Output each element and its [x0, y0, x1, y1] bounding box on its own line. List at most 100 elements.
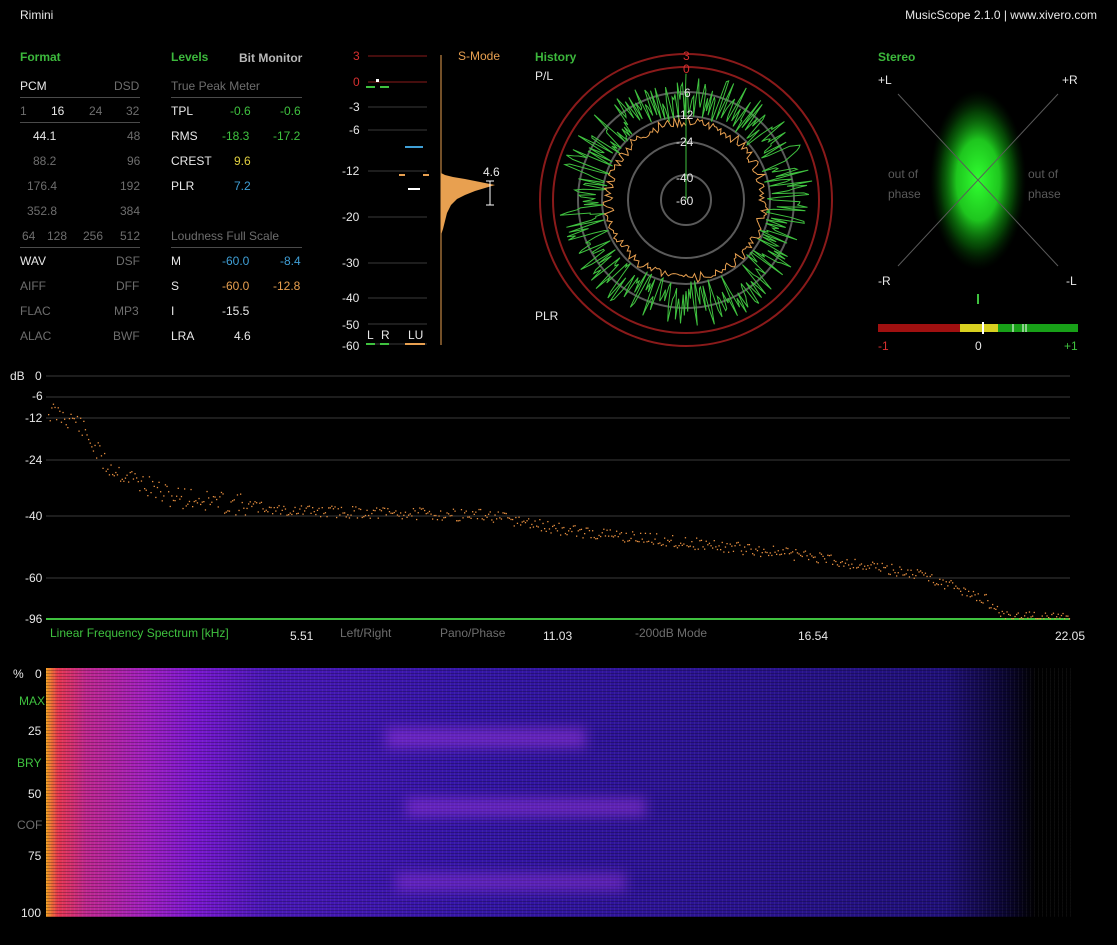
rms-left: -18.3	[222, 129, 250, 143]
spectrogram-y-75: 75	[28, 849, 42, 863]
meter-scale-minus30: -30	[342, 256, 360, 270]
history-title: History	[535, 50, 577, 64]
short-term-max: -12.8	[273, 279, 301, 293]
file-dsf: DSF	[116, 254, 140, 268]
lra-value: 4.6	[234, 329, 251, 343]
spectrum-x-16-54: 16.54	[798, 629, 829, 643]
tpl-label: TPL	[171, 104, 194, 118]
stereo-plus-r: +R	[1062, 73, 1078, 87]
momentary-value: -60.0	[222, 254, 250, 268]
spectrum-y-minus24: -24	[25, 453, 43, 467]
crest-value: 9.6	[234, 154, 251, 168]
dsd-128: 128	[47, 229, 68, 243]
lra-marker-value: 4.6	[483, 165, 500, 179]
meter-scale-0: 0	[353, 75, 360, 89]
history-ring-minus24: -24	[676, 135, 694, 149]
integrated-label: I	[171, 304, 175, 318]
left-right-toggle[interactable]: Left/Right	[340, 626, 392, 640]
spectrum-title: Linear Frequency Spectrum [kHz]	[50, 626, 229, 640]
meter-channel-l: L	[367, 328, 374, 342]
spectrum-x-5-51: 5.51	[290, 629, 314, 643]
spectrum-y-minus40: -40	[25, 509, 43, 523]
plr-label: PLR	[171, 179, 195, 193]
tpl-left: -0.6	[230, 104, 251, 118]
rate-44-1: 44.1	[33, 129, 57, 143]
correlation-meter	[878, 322, 1078, 334]
history-ring-0: 0	[683, 62, 690, 76]
spectrogram-y-0: 0	[35, 667, 42, 681]
history-radar	[539, 53, 833, 347]
file-mp3: MP3	[114, 304, 139, 318]
spectrogram	[46, 668, 1072, 917]
bit-depth-24: 24	[89, 104, 103, 118]
bit-depth-32: 32	[126, 104, 140, 118]
format-pcm[interactable]: PCM	[20, 79, 47, 93]
file-wav: WAV	[20, 254, 46, 268]
plr-value: 7.2	[234, 179, 251, 193]
file-aiff: AIFF	[20, 279, 46, 293]
stereo-title: Stereo	[878, 50, 916, 64]
bit-depth-1: 1	[20, 104, 27, 118]
meter-scale-minus6: -6	[349, 123, 360, 137]
meter-scale-minus20: -20	[342, 210, 360, 224]
rate-88-2: 88.2	[33, 154, 57, 168]
rate-48: 48	[127, 129, 141, 143]
file-alac: ALAC	[20, 329, 52, 343]
crest-label: CREST	[171, 154, 212, 168]
meter-scale-3: 3	[353, 49, 360, 63]
s-mode-toggle[interactable]: S-Mode	[458, 49, 501, 63]
file-dff: DFF	[116, 279, 140, 293]
levels-title: Levels	[171, 50, 209, 64]
correlation-zero: 0	[975, 339, 982, 353]
spectrogram-y-50: 50	[28, 787, 42, 801]
bit-monitor-tab[interactable]: Bit Monitor	[239, 51, 303, 65]
meter-scale-minus50: -50	[342, 318, 360, 332]
spectrum-y-minus12: -12	[25, 411, 43, 425]
meter-scale-minus12: -12	[342, 164, 360, 178]
spectrum-x-22-05: 22.05	[1055, 629, 1086, 643]
correlation-plus1: +1	[1064, 339, 1078, 353]
short-term-label: S	[171, 279, 180, 293]
spectrogram-max-mode[interactable]: MAX	[19, 694, 46, 708]
meter-scale-minus3: -3	[349, 100, 360, 114]
meter-scale-minus40: -40	[342, 291, 360, 305]
integrated-value: -15.5	[222, 304, 250, 318]
short-term-value: -60.0	[222, 279, 250, 293]
file-flac: FLAC	[20, 304, 51, 318]
level-meter	[366, 55, 495, 345]
stereo-plus-l: +L	[878, 73, 892, 87]
spectrum-y-minus6: -6	[32, 389, 43, 403]
format-title: Format	[20, 50, 61, 64]
format-dsd[interactable]: DSD	[114, 79, 140, 93]
spectrum-y-minus60: -60	[25, 571, 43, 585]
file-bwf: BWF	[113, 329, 140, 343]
spectrogram-cof-mode[interactable]: COF	[17, 818, 43, 832]
tpl-right: -0.6	[280, 104, 301, 118]
rate-192: 192	[120, 179, 141, 193]
minus200db-mode-toggle[interactable]: -200dB Mode	[635, 626, 708, 640]
dsd-256: 256	[83, 229, 104, 243]
rate-176-4: 176.4	[27, 179, 58, 193]
meter-scale-minus60: -60	[342, 339, 360, 353]
pano-phase-toggle[interactable]: Pano/Phase	[440, 626, 506, 640]
rms-right: -17.2	[273, 129, 301, 143]
history-pl-label: P/L	[535, 69, 554, 83]
rate-384: 384	[120, 204, 141, 218]
momentary-label: M	[171, 254, 181, 268]
out-of-phase-right: out of phase	[1028, 167, 1061, 201]
meter-channel-r: R	[381, 328, 390, 342]
dsd-64: 64	[22, 229, 36, 243]
history-ring-minus12: -12	[676, 108, 694, 122]
spectrogram-y-25: 25	[28, 724, 42, 738]
spectrum-y-0: 0	[35, 369, 42, 383]
spectrogram-unit: %	[13, 667, 24, 681]
dsd-512: 512	[120, 229, 141, 243]
rate-352-8: 352.8	[27, 204, 58, 218]
spectrogram-bry-mode[interactable]: BRY	[17, 756, 42, 770]
lra-label: LRA	[171, 329, 195, 343]
history-ring-minus6: -6	[680, 86, 691, 100]
stereo-minus-l: -L	[1066, 274, 1077, 288]
rms-label: RMS	[171, 129, 198, 143]
history-ring-3: 3	[683, 49, 690, 63]
rate-96: 96	[127, 154, 141, 168]
